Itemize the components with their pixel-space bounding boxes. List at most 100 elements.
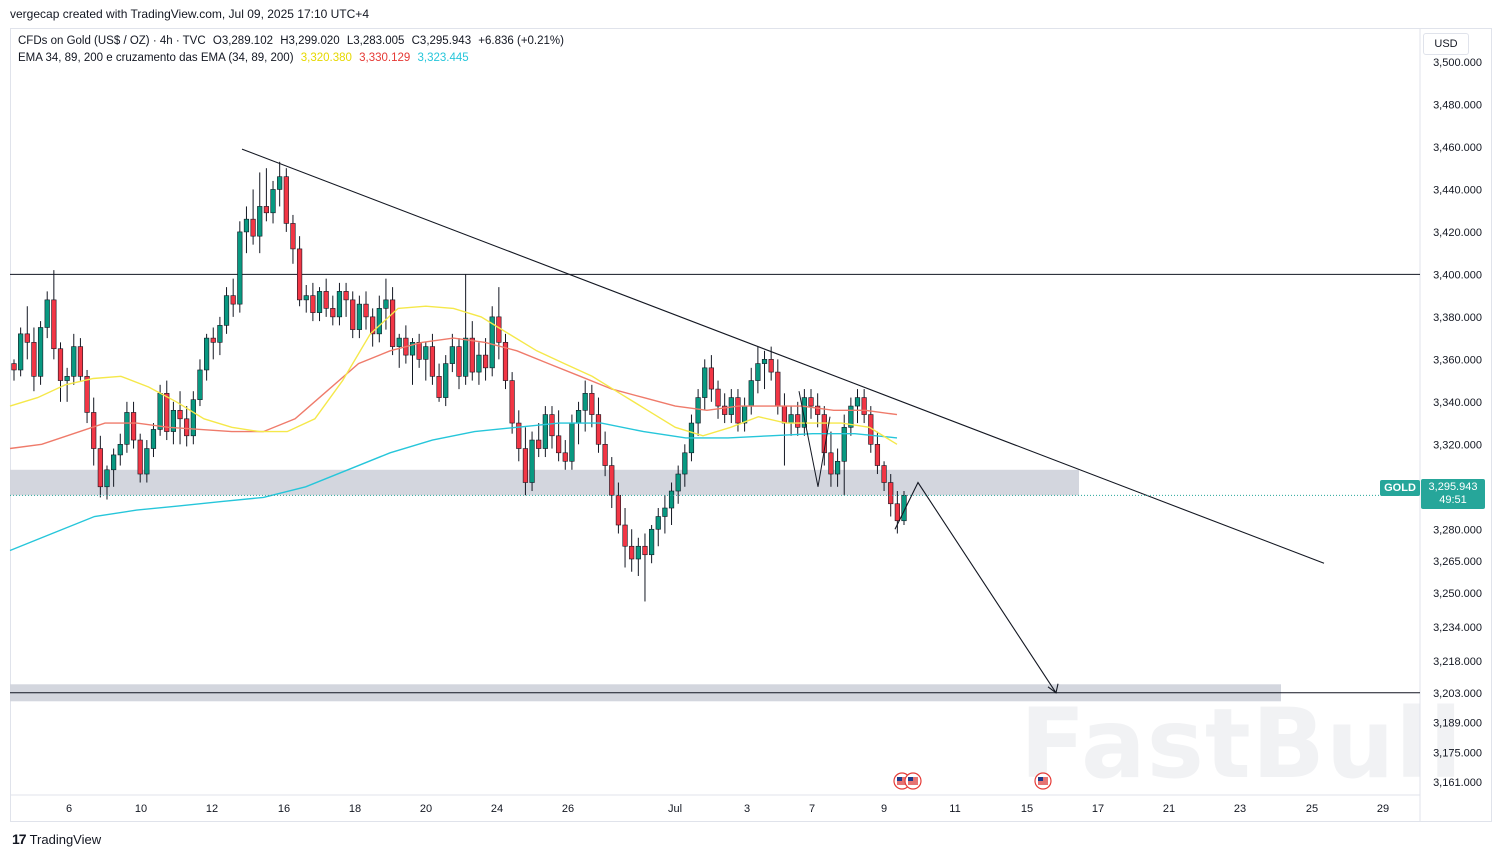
candle-body <box>456 346 462 377</box>
candle-body <box>695 397 701 424</box>
candle-body <box>595 414 602 445</box>
candle-body <box>383 299 389 309</box>
candle-body <box>64 376 70 381</box>
candle-body <box>290 223 296 250</box>
y-tick-label: 3,234.000 <box>1433 622 1482 634</box>
candle-body <box>396 337 402 347</box>
credit-line: vergecap created with TradingView.com, J… <box>10 7 369 21</box>
candle-body <box>629 545 635 560</box>
candle-body <box>243 218 250 233</box>
legend-change: +6.836 (+0.21%) <box>478 35 564 47</box>
candle-body <box>237 231 243 305</box>
candle-body <box>104 469 110 488</box>
projection-arrowhead <box>1047 683 1059 694</box>
candle-body <box>336 291 343 318</box>
candle-body <box>117 444 123 456</box>
tradingview-logo-icon: 17 <box>12 831 27 847</box>
us-event-flag-canton <box>908 777 913 781</box>
candle-body <box>37 327 44 377</box>
candle-body <box>815 405 821 415</box>
candle-body <box>370 316 376 335</box>
candle-body <box>217 325 223 343</box>
x-tick-label: 9 <box>881 803 887 815</box>
last-price-tag: 3,295.943 49:51 <box>1421 479 1485 509</box>
candle-body <box>575 410 582 424</box>
x-tick-label: 6 <box>66 803 72 815</box>
candle-body <box>277 176 283 190</box>
candle-body <box>509 380 515 424</box>
candle-body <box>316 291 323 313</box>
candle-body <box>834 460 841 475</box>
chart-frame <box>10 28 1492 822</box>
candle-body <box>124 412 130 445</box>
candle-body <box>389 299 396 347</box>
y-tick-label: 3,175.000 <box>1433 747 1482 759</box>
candle-body <box>642 545 648 556</box>
candle-body <box>31 342 37 377</box>
candle-body <box>343 291 349 301</box>
x-tick-label: 21 <box>1163 803 1175 815</box>
candle-body <box>775 371 781 407</box>
candle-body <box>416 342 422 360</box>
y-tick-label: 3,280.000 <box>1433 524 1482 536</box>
currency-button[interactable]: USD <box>1423 33 1469 55</box>
y-tick-label: 3,420.000 <box>1433 227 1482 239</box>
candle-body <box>363 303 369 318</box>
y-tick-label: 3,500.000 <box>1433 57 1482 69</box>
candle-body <box>296 248 303 301</box>
candle-body <box>204 337 210 371</box>
candle-body <box>735 397 741 424</box>
candle-body <box>376 308 382 335</box>
x-tick-label: 17 <box>1092 803 1104 815</box>
candle-body <box>668 490 675 509</box>
legend-symbol[interactable]: CFDs on Gold (US$ / OZ) · 4h · TVC <box>18 35 206 47</box>
ema89-value: 3,330.129 <box>359 52 411 64</box>
candle-body <box>569 422 575 462</box>
candle-body <box>894 503 900 522</box>
candle-body <box>270 189 276 214</box>
candle-body <box>788 414 794 424</box>
candle-body <box>184 418 190 437</box>
candle-body <box>562 452 568 462</box>
candle-body <box>323 291 329 309</box>
x-tick-label: 20 <box>420 803 432 815</box>
candle-body <box>529 439 535 483</box>
candle-body <box>854 397 861 407</box>
x-tick-label: 3 <box>744 803 750 815</box>
y-tick-label: 3,203.000 <box>1433 688 1482 700</box>
legend-ema-label[interactable]: EMA 34, 89, 200 e cruzamento das EMA (34… <box>18 52 294 64</box>
candle-body <box>542 414 548 449</box>
candle-body <box>11 363 17 371</box>
candle-body <box>263 206 269 214</box>
candle-body <box>549 414 555 437</box>
candle-body <box>861 397 867 415</box>
candle-body <box>283 176 289 224</box>
candle-body <box>449 346 455 364</box>
candle-body <box>356 303 362 330</box>
y-tick-label: 3,460.000 <box>1433 142 1482 154</box>
candle-body <box>556 435 562 454</box>
candle-body <box>768 359 774 373</box>
bar-countdown: 49:51 <box>1439 494 1467 506</box>
candle-body <box>463 337 469 377</box>
candle-body <box>489 316 495 369</box>
candle-body <box>210 337 216 343</box>
candle-body <box>230 295 236 305</box>
candle-body <box>874 444 881 466</box>
ema34-line <box>9 305 898 445</box>
x-tick-label: 24 <box>491 803 503 815</box>
x-tick-label: 18 <box>349 803 361 815</box>
candle-body <box>57 348 64 381</box>
legend-open: O3,289.102 <box>212 35 273 47</box>
candle-body <box>522 448 529 483</box>
candle-body <box>476 354 482 373</box>
candle-body <box>482 354 489 369</box>
candle-body <box>622 524 628 547</box>
candle-body <box>615 494 622 526</box>
candle-body <box>715 388 721 407</box>
candle-body <box>649 528 655 556</box>
candle-body <box>655 516 661 530</box>
footer-brand[interactable]: 17 TradingView <box>12 831 101 847</box>
candle-body <box>841 427 847 462</box>
